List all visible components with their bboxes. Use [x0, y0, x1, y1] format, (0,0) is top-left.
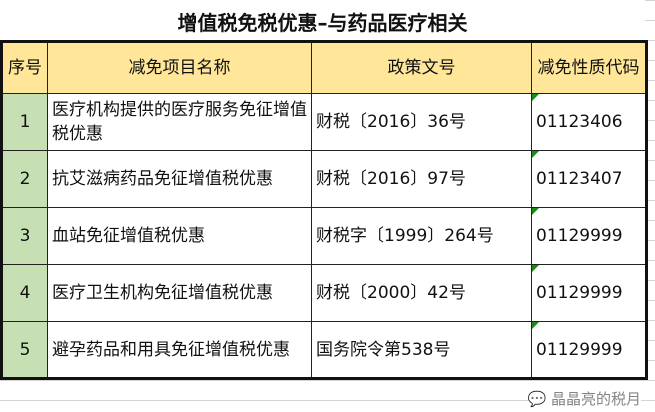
cell-code[interactable]: 01129999 — [531, 321, 647, 379]
cell-name[interactable]: 抗艾滋病药品免征增值税优惠 — [47, 150, 312, 208]
cell-code[interactable]: 01129999 — [531, 207, 647, 265]
wechat-icon: 💬 — [527, 390, 547, 408]
table-row: 1 医疗机构提供的医疗服务免征增值税优惠 财税〔2016〕36号 01123406 — [1, 93, 647, 151]
watermark: 💬 晶晶亮的税月 — [527, 389, 641, 409]
cell-policy[interactable]: 财税〔2000〕42号 — [311, 264, 532, 322]
cell-policy[interactable]: 财税〔2016〕36号 — [311, 93, 532, 151]
table-row: 5 避孕药品和用具免征增值税优惠 国务院令第538号 01129999 — [1, 321, 647, 379]
watermark-text: 晶晶亮的税月 — [550, 390, 641, 408]
cell-code[interactable]: 01123406 — [531, 93, 647, 151]
cell-policy[interactable]: 国务院令第538号 — [311, 321, 532, 379]
table-row: 2 抗艾滋病药品免征增值税优惠 财税〔2016〕97号 01123407 — [1, 150, 647, 208]
cell-no[interactable]: 3 — [1, 207, 48, 265]
header-cell[interactable]: 减免性质代码 — [531, 41, 647, 94]
cell-name[interactable]: 血站免征增值税优惠 — [47, 207, 312, 265]
cell-no[interactable]: 4 — [1, 264, 48, 322]
cell-policy[interactable]: 财税字〔1999〕264号 — [311, 207, 532, 265]
header-row: 序号 减免项目名称 政策文号 减免性质代码 — [1, 41, 647, 94]
cell-code[interactable]: 01123407 — [531, 150, 647, 208]
cell-no[interactable]: 5 — [1, 321, 48, 379]
cell-code[interactable]: 01129999 — [531, 264, 647, 322]
cell-no[interactable]: 1 — [1, 93, 48, 151]
cell-name[interactable]: 避孕药品和用具免征增值税优惠 — [47, 321, 312, 379]
sheet-title[interactable]: 增值税免税优惠–与药品医疗相关 — [0, 0, 645, 40]
tax-table: 序号 减免项目名称 政策文号 减免性质代码 1 医疗机构提供的医疗服务免征增值税优… — [0, 40, 648, 380]
cell-no[interactable]: 2 — [1, 150, 48, 208]
cell-policy[interactable]: 财税〔2016〕97号 — [311, 150, 532, 208]
table-row: 4 医疗卫生机构免征增值税优惠 财税〔2000〕42号 01129999 — [1, 264, 647, 322]
table-row: 3 血站免征增值税优惠 财税字〔1999〕264号 01129999 — [1, 207, 647, 265]
header-cell[interactable]: 序号 — [1, 41, 48, 94]
header-cell[interactable]: 政策文号 — [311, 41, 532, 94]
header-cell[interactable]: 减免项目名称 — [47, 41, 312, 94]
cell-name[interactable]: 医疗机构提供的医疗服务免征增值税优惠 — [47, 93, 312, 151]
cell-name[interactable]: 医疗卫生机构免征增值税优惠 — [47, 264, 312, 322]
